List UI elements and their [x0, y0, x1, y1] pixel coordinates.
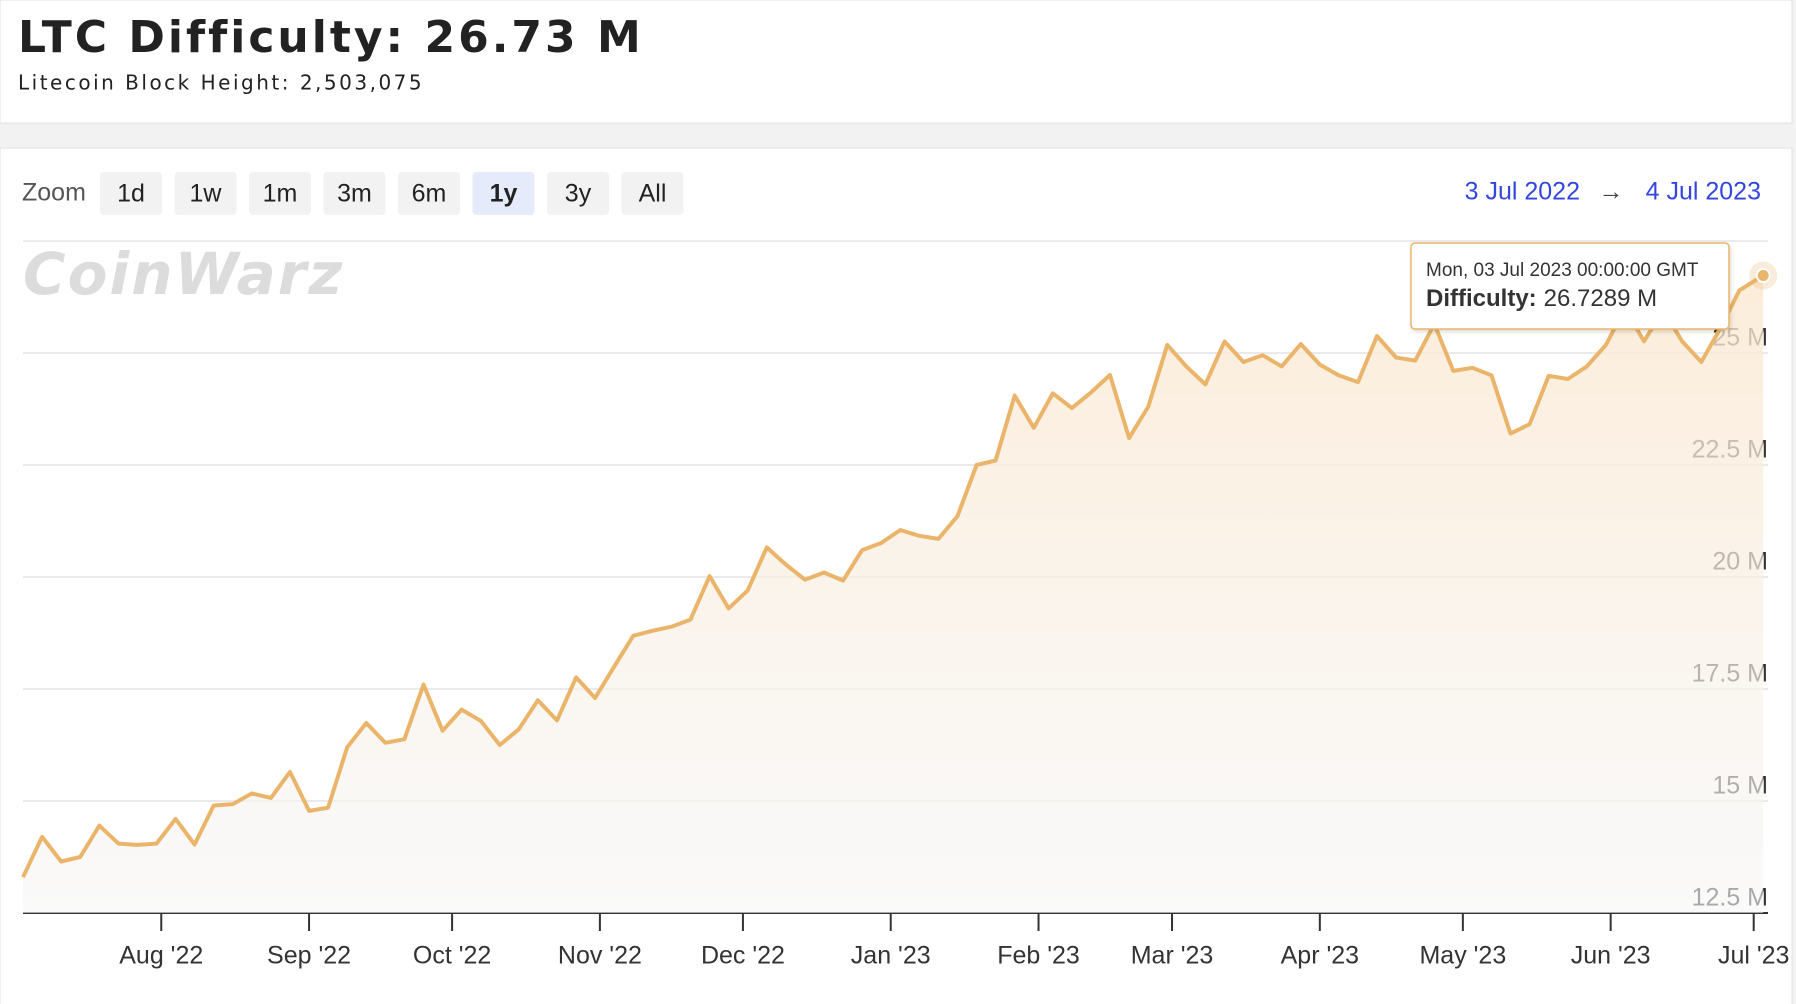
tooltip-value: 26.7289 M — [1544, 285, 1657, 312]
zoom-button-label[interactable]: 3m — [337, 180, 372, 208]
header-card — [0, 0, 1793, 124]
tooltip-date: Mon, 03 Jul 2023 00:00:00 GMT — [1426, 260, 1699, 281]
zoom-button[interactable] — [174, 172, 237, 215]
zoom-button[interactable] — [621, 172, 684, 215]
difficulty-line — [21, 273, 1765, 879]
zoom-button[interactable] — [547, 172, 609, 215]
x-tick-label: Aug '22 — [119, 942, 203, 970]
range-to[interactable]: 4 Jul 2023 — [1646, 178, 1761, 206]
zoom-button-label[interactable]: 1d — [117, 180, 145, 208]
zoom-button[interactable] — [398, 172, 460, 215]
area-fill — [23, 275, 1764, 913]
zoom-button-label[interactable]: All — [639, 180, 667, 208]
zoom-button[interactable] — [100, 172, 162, 215]
x-tick-label: Jul '23 — [1718, 942, 1789, 970]
zoom-label: Zoom — [22, 179, 86, 207]
x-tick-label: Feb '23 — [997, 942, 1080, 970]
zoom-button-label[interactable]: 1m — [263, 180, 298, 208]
zoom-button-label[interactable]: 3y — [565, 180, 592, 208]
x-tick-label: Dec '22 — [701, 942, 785, 970]
zoom-button[interactable] — [249, 172, 311, 215]
x-tick-label: Jun '23 — [1571, 942, 1651, 970]
x-tick-label: Nov '22 — [558, 942, 642, 970]
range-from[interactable]: 3 Jul 2022 — [1465, 178, 1580, 206]
hover-point — [1755, 268, 1771, 284]
x-tick-label: Jan '23 — [851, 942, 931, 970]
x-tick-label: Apr '23 — [1281, 942, 1359, 970]
tooltip-value-row: Difficulty: 26.7289 M — [1426, 285, 1657, 312]
x-tick-label: Oct '22 — [413, 942, 491, 970]
range-arrow: → — [1599, 178, 1624, 206]
watermark: CoinWarz — [23, 240, 344, 308]
zoom-button-label[interactable]: 1w — [190, 180, 223, 208]
zoom-button[interactable] — [323, 172, 386, 215]
x-tick-label: Mar '23 — [1131, 942, 1214, 970]
tooltip-label: Difficulty: — [1426, 285, 1537, 312]
x-tick-label: Sep '22 — [267, 942, 351, 970]
zoom-button-label[interactable]: 1y — [490, 180, 518, 208]
zoom-button-label[interactable]: 6m — [412, 180, 447, 208]
tooltip-box — [1410, 242, 1730, 330]
zoom-button[interactable] — [472, 172, 535, 215]
x-tick-label: May '23 — [1419, 942, 1506, 970]
page-title: LTC Difficulty: 26.73 M — [18, 12, 644, 63]
page-subtitle: Litecoin Block Height: 2,503,075 — [18, 71, 424, 95]
